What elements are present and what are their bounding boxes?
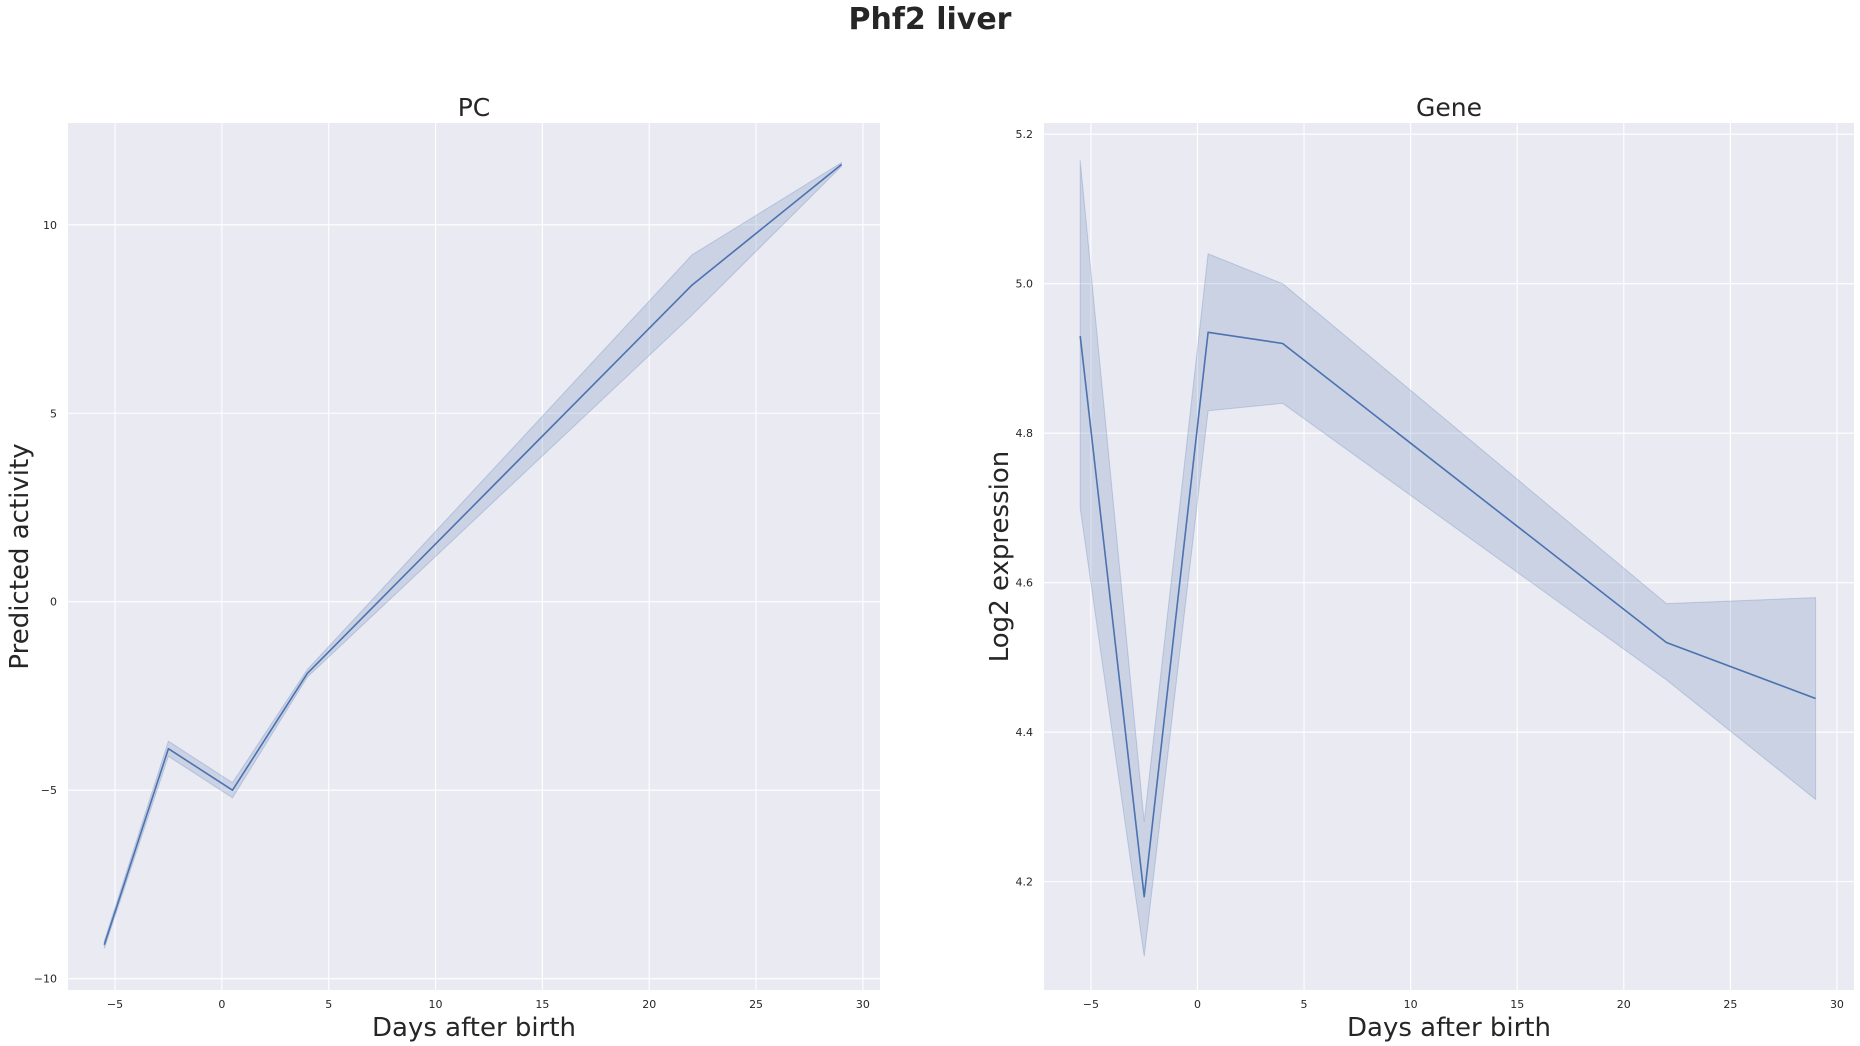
chart-0-series-0-line: [103, 163, 843, 946]
chart-0-y-tick-label-2: 0: [50, 596, 57, 609]
chart-0-y-tick-label-0: −10: [34, 973, 57, 986]
chart-1-title: Gene: [1416, 93, 1482, 122]
chart-0-x-tick-label-4: 15: [535, 998, 549, 1011]
chart-0-x-tick-label-5: 20: [642, 998, 656, 1011]
chart-0-title: PC: [458, 93, 491, 122]
chart-1-y-tick-label-3: 4.8: [1016, 427, 1034, 440]
chart-1-x-tick-label-5: 20: [1617, 998, 1631, 1011]
chart-1-x-tick-label-1: 0: [1194, 998, 1201, 1011]
chart-1-x-tick-label-2: 5: [1301, 998, 1308, 1011]
chart-0-y-tick-label-4: 10: [43, 219, 57, 232]
figure-suptitle: Phf2 liver: [849, 2, 1012, 37]
chart-1-series-0-ci-band: [1079, 160, 1817, 957]
chart-1-x-tick-label-4: 15: [1510, 998, 1524, 1011]
chart-0-y-axis-label: Predicted activity: [5, 443, 35, 669]
chart-1-y-axis-label: Log2 expression: [985, 451, 1015, 663]
chart-0-plot-area: [68, 123, 880, 990]
chart-0-x-tick-label-7: 30: [856, 998, 870, 1011]
chart-0-x-tick-label-0: −5: [107, 998, 123, 1011]
chart-0-x-axis-label: Days after birth: [372, 1013, 576, 1043]
chart-1-x-tick-label-6: 25: [1723, 998, 1737, 1011]
chart-1-y-tick-label-2: 4.6: [1016, 577, 1034, 590]
chart-0-x-tick-label-1: 0: [218, 998, 225, 1011]
chart-1-plot-area: [1044, 123, 1854, 990]
chart-1-x-tick-label-3: 10: [1404, 998, 1418, 1011]
chart-0-y-tick-label-1: −5: [41, 784, 57, 797]
chart-1-x-tick-label-7: 30: [1830, 998, 1844, 1011]
chart-0-y-tick-label-3: 5: [50, 407, 57, 420]
gene-panel: −5 0 5 10 15 20 25 30 4.2 4.4 4.6 4.8 5.0 5.2 Gene Days…: [985, 93, 1854, 1043]
chart-1-y-tick-label-4: 5.0: [1016, 278, 1034, 291]
chart-1-series-0-line: [1079, 331, 1816, 898]
chart-1-x-tick-label-0: −5: [1083, 998, 1099, 1011]
chart-0-x-tick-label-3: 10: [429, 998, 443, 1011]
chart-1-y-tick-label-5: 5.2: [1016, 128, 1034, 141]
chart-1-x-axis-label: Days after birth: [1347, 1013, 1551, 1043]
chart-0-series-0-ci-band: [103, 161, 842, 949]
chart-0-x-tick-label-6: 25: [749, 998, 763, 1011]
chart-1-y-tick-label-0: 4.2: [1016, 876, 1034, 889]
chart-0-x-tick-label-2: 5: [325, 998, 332, 1011]
pc-panel: −5 0 5 10 15 20 25 30 −10 −5 0 5 10 PC Days after birt…: [5, 93, 880, 1043]
chart-1-y-tick-label-1: 4.4: [1016, 726, 1034, 739]
